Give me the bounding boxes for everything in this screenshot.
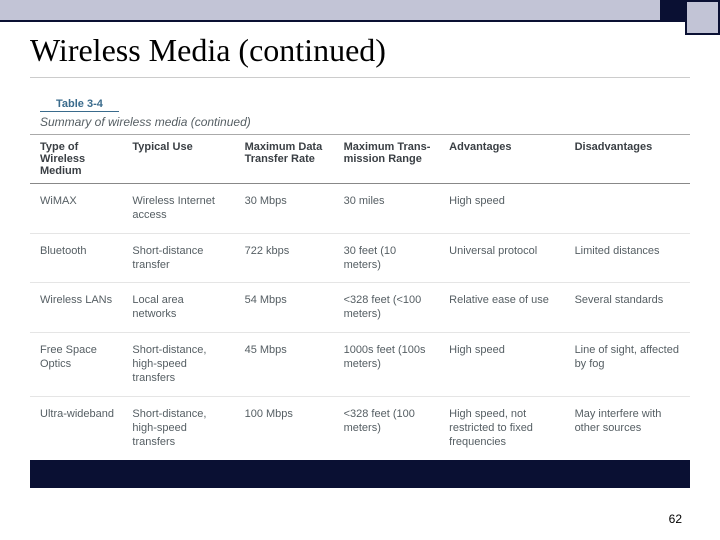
content-bottom-pad (30, 460, 690, 488)
cell-use: Short-distance, high-speed transfers (122, 332, 234, 396)
cell-rate: 30 Mbps (235, 184, 334, 234)
cell-range: 1000s feet (100s meters) (334, 332, 440, 396)
title-region: Wireless Media (continued) (0, 22, 720, 75)
cell-use: Local area networks (122, 283, 234, 333)
cell-adv: High speed, not restricted to fixed freq… (439, 396, 564, 459)
table-row: Free Space Optics Short-distance, high-s… (30, 332, 690, 396)
cell-rate: 54 Mbps (235, 283, 334, 333)
table-body: WiMAX Wireless Internet access 30 Mbps 3… (30, 184, 690, 460)
title-underline (30, 77, 690, 78)
cell-range: 30 feet (10 meters) (334, 233, 440, 283)
cell-adv: High speed (439, 184, 564, 234)
cell-dis: Line of sight, affected by fog (565, 332, 690, 396)
cell-adv: Universal protocol (439, 233, 564, 283)
cell-rate: 45 Mbps (235, 332, 334, 396)
cell-type: Ultra-wideband (30, 396, 122, 459)
cell-dis: Limited distances (565, 233, 690, 283)
table-header-row: Type of Wireless Medium Typical Use Maxi… (30, 135, 690, 184)
page-number: 62 (669, 512, 682, 526)
cell-rate: 100 Mbps (235, 396, 334, 459)
cell-dis: May interfere with other sources (565, 396, 690, 459)
header-rate: Maximum Data Transfer Rate (235, 135, 334, 184)
slide-top-bar (0, 0, 720, 22)
cell-adv: High speed (439, 332, 564, 396)
cell-range: <328 feet (100 meters) (334, 396, 440, 459)
cell-type: WiMAX (30, 184, 122, 234)
table-row: Wireless LANs Local area networks 54 Mbp… (30, 283, 690, 333)
table-label: Table 3-4 (40, 92, 119, 112)
content-wrap: Table 3-4 Summary of wireless media (con… (30, 92, 690, 488)
header-use: Typical Use (122, 135, 234, 184)
table-row: Ultra-wideband Short-distance, high-spee… (30, 396, 690, 459)
cell-type: Wireless LANs (30, 283, 122, 333)
cell-adv: Relative ease of use (439, 283, 564, 333)
cell-dis (565, 184, 690, 234)
cell-dis: Several standards (565, 283, 690, 333)
table-row: Bluetooth Short-distance transfer 722 kb… (30, 233, 690, 283)
cell-use: Short-distance, high-speed transfers (122, 396, 234, 459)
cell-use: Wireless Internet access (122, 184, 234, 234)
header-range: Maximum Trans-mission Range (334, 135, 440, 184)
cell-range: 30 miles (334, 184, 440, 234)
cell-type: Bluetooth (30, 233, 122, 283)
cell-use: Short-distance transfer (122, 233, 234, 283)
table-card: Table 3-4 Summary of wireless media (con… (30, 92, 690, 460)
cell-type: Free Space Optics (30, 332, 122, 396)
header-adv: Advantages (439, 135, 564, 184)
page-title: Wireless Media (continued) (30, 32, 690, 69)
table-row: WiMAX Wireless Internet access 30 Mbps 3… (30, 184, 690, 234)
header-dis: Disadvantages (565, 135, 690, 184)
cell-rate: 722 kbps (235, 233, 334, 283)
header-type: Type of Wireless Medium (30, 135, 122, 184)
cell-range: <328 feet (<100 meters) (334, 283, 440, 333)
corner-decoration (685, 0, 720, 35)
table-caption: Summary of wireless media (continued) (30, 112, 690, 135)
wireless-media-table: Type of Wireless Medium Typical Use Maxi… (30, 135, 690, 460)
